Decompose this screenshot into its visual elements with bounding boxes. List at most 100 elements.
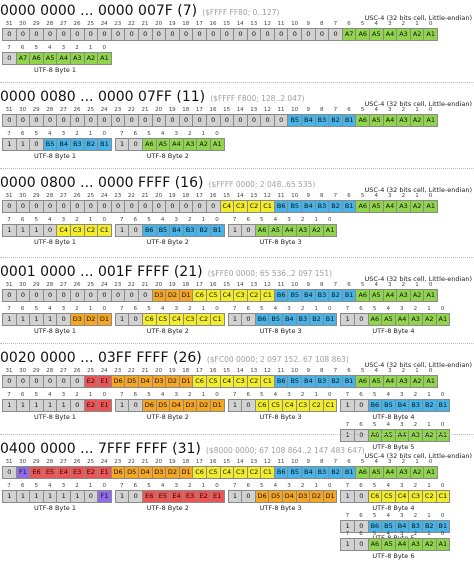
bit-cell: E4 — [169, 490, 184, 503]
bit-number: 7 — [345, 392, 350, 398]
bit-number: 3 — [287, 483, 291, 489]
bit-number: 30 — [19, 193, 27, 199]
bit-cell: B6 — [273, 466, 289, 479]
bit-cell: 1 — [42, 313, 58, 326]
bit-cell: D1 — [97, 313, 112, 326]
bit-cell-row: 0 0 0 0 0 0 0 0 0 0 0 0 0 0 0 0 0 0 0 0 0 B5 B4 B3 B2 B1 A6 A5 A4 A3 A… — [2, 114, 438, 127]
bit-number: 16 — [209, 368, 217, 374]
bit-number: 11 — [277, 459, 285, 465]
bit-cell: 1 — [15, 313, 31, 326]
bit-number: 9 — [306, 21, 310, 27]
bit-cell: D4 — [169, 399, 184, 412]
bit-cell: B3 — [182, 224, 198, 237]
bit-cell: 0 — [124, 114, 139, 127]
bit-number: 3 — [61, 483, 66, 489]
bit-number: 19 — [168, 193, 176, 199]
bit-number: 5 — [34, 392, 38, 398]
bit-number: 0 — [102, 217, 106, 223]
bit-number: 14 — [236, 282, 244, 288]
bit-number: 8 — [320, 282, 324, 288]
bit-cell: 0 — [42, 375, 58, 388]
bit-cell: E2 — [83, 399, 99, 412]
bit-cell: A6 — [355, 289, 371, 302]
bit-cell: A3 — [408, 313, 423, 326]
section-mask-range: ($FFFF 0000; 2 048..65 535) — [208, 180, 316, 189]
bit-cell: C5 — [205, 289, 221, 302]
bit-number: 1 — [201, 131, 206, 137]
bit-cell: A4 — [382, 466, 398, 479]
bit-number: 2 — [188, 131, 192, 137]
bit-number: 0 — [440, 483, 445, 489]
bit-number: 4 — [160, 483, 165, 489]
bit-cell: 0 — [192, 114, 207, 127]
bit-cell: 0 — [165, 200, 180, 213]
bit-cell: A2 — [409, 375, 425, 388]
bit-number: 16 — [209, 193, 217, 199]
bit-number: 12 — [263, 459, 271, 465]
bit-cell: 0 — [29, 28, 44, 41]
bit-number: 9 — [306, 107, 310, 113]
bit-cell: E2 — [83, 466, 99, 479]
bit-number: 19 — [168, 368, 176, 374]
bit-number: 8 — [320, 459, 324, 465]
bit-number: 22 — [127, 193, 135, 199]
ucs4-cell-note: USC-4 (32 bits cell, Little-endian) — [364, 186, 472, 194]
bit-number: 18 — [182, 459, 190, 465]
bit-number: 3 — [287, 217, 291, 223]
bit-number: 6 — [20, 392, 25, 398]
ucs4-cell-note: USC-4 (32 bits cell, Little-endian) — [364, 275, 472, 283]
bit-number: 6 — [359, 392, 363, 398]
bit-number: 4 — [374, 107, 378, 113]
bit-cell: A5 — [369, 375, 384, 388]
bit-cell: 0 — [178, 28, 194, 41]
bit-number: 23 — [114, 459, 122, 465]
bit-number: 31 — [5, 282, 13, 288]
bit-number: 15 — [223, 459, 231, 465]
bit-number: 6 — [347, 459, 351, 465]
bit-number: 23 — [114, 21, 122, 27]
bit-cell: C6 — [192, 466, 207, 479]
bit-cell-row: 1 0 B6 B5 B4 B3 B2 B1 — [340, 520, 451, 533]
bit-number: 5 — [147, 392, 151, 398]
bit-number: 1 — [201, 483, 206, 489]
bit-number: 0 — [328, 483, 332, 489]
bit-cell-row: 1 0 C6 C5 C4 C3 C2 C1 — [227, 399, 338, 412]
bit-cell: 0 — [29, 200, 44, 213]
bit-cell: A3 — [408, 538, 423, 551]
bit-cell: B2 — [328, 466, 343, 479]
bit-cell: 0 — [353, 538, 369, 551]
bit-cell: C3 — [408, 490, 423, 503]
bit-number: 6 — [347, 193, 351, 199]
bit-number: 7 — [333, 107, 338, 113]
bit-number: 20 — [155, 193, 163, 199]
bit-number: 2 — [75, 45, 79, 51]
bit-cell: B2 — [328, 114, 343, 127]
bit-number: 3 — [400, 483, 404, 489]
section-divider — [0, 168, 474, 169]
bit-number: 4 — [273, 483, 278, 489]
bit-number: 25 — [87, 282, 95, 288]
bit-cell: A5 — [369, 466, 384, 479]
bit-cell: 0 — [42, 114, 58, 127]
bit-number: 10 — [291, 193, 299, 199]
bit-number: 7 — [333, 459, 338, 465]
utf8-byte-label: UTF-8 Byte 4 — [372, 327, 415, 335]
bit-cell: D2 — [83, 313, 99, 326]
bit-cell: E2 — [196, 490, 211, 503]
bit-number: 0 — [428, 107, 433, 113]
bit-number: 12 — [263, 368, 271, 374]
bit-number: 25 — [87, 21, 95, 27]
bit-cell: D4 — [137, 375, 153, 388]
bit-number: 2 — [300, 392, 305, 398]
bit-number: 6 — [133, 131, 138, 137]
bit-cell: 0 — [15, 28, 31, 41]
bit-number: 23 — [114, 107, 122, 113]
bit-number: 5 — [260, 392, 264, 398]
bit-cell: 0 — [56, 114, 71, 127]
ucs4-cell-note: USC-4 (32 bits cell, Little-endian) — [364, 452, 472, 460]
bit-cell: D2 — [196, 399, 211, 412]
bit-cell: 0 — [110, 28, 126, 41]
bit-number: 11 — [277, 107, 285, 113]
bit-cell: A6 — [254, 224, 270, 237]
bit-number: 1 — [427, 392, 431, 398]
